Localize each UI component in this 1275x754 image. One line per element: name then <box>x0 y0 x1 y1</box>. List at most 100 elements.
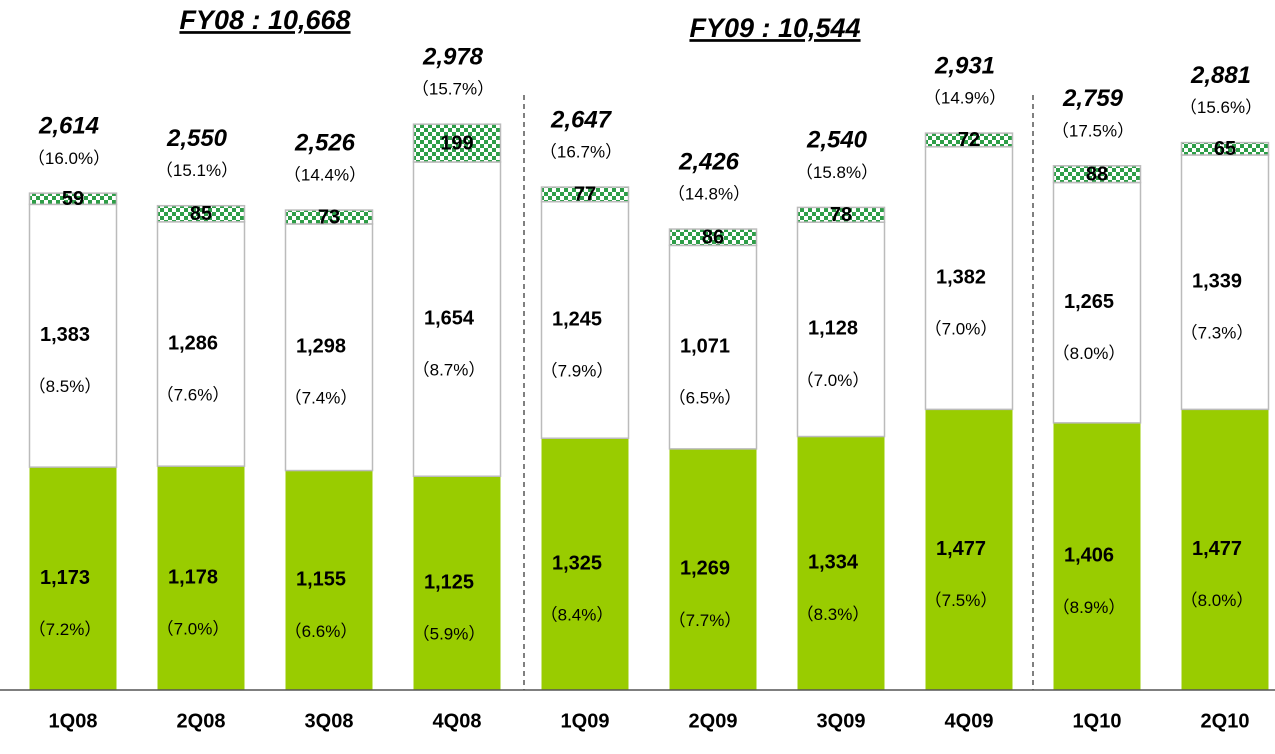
bar-segment <box>541 438 629 690</box>
value-label: 1,265 <box>1064 291 1114 313</box>
total-percent-label: （14.4%） <box>284 166 366 185</box>
bar-segment <box>1181 409 1269 690</box>
bar-segment <box>28 192 118 206</box>
value-label: 1,334 <box>808 552 859 574</box>
percent-label: （7.9%） <box>541 361 614 380</box>
annotation: FY09 : 10,544 <box>689 13 860 43</box>
total-label: 2,550 <box>166 125 228 152</box>
value-label: 1,339 <box>1192 270 1242 292</box>
total-percent-label: （15.1%） <box>156 161 238 180</box>
value-label: 1,128 <box>808 318 858 340</box>
bar-segment <box>797 436 885 690</box>
value-label: 85 <box>190 203 212 225</box>
bar-segment <box>413 476 501 690</box>
bar-segment <box>540 200 630 439</box>
value-label: 73 <box>318 206 340 228</box>
bar-segment <box>156 204 246 223</box>
total-label: 2,540 <box>806 127 868 154</box>
bar-segment <box>924 132 1014 148</box>
total-label: 2,931 <box>934 52 995 79</box>
value-label: 1,178 <box>168 566 218 588</box>
x-tick-label: 2Q10 <box>1201 710 1250 732</box>
bar-segment <box>412 161 502 478</box>
percent-label: （7.3%） <box>1181 324 1254 343</box>
bar-segment <box>1180 141 1270 156</box>
percent-label: （8.5%） <box>29 377 102 396</box>
percent-label: （8.7%） <box>413 361 486 380</box>
total-label: 2,426 <box>678 148 740 175</box>
value-label: 1,173 <box>40 567 90 589</box>
bar-segment <box>1052 165 1142 184</box>
annotation: FY08 : 10,668 <box>179 5 350 35</box>
total-percent-label: （15.8%） <box>796 163 878 182</box>
bar-segment <box>668 228 758 247</box>
percent-label: （8.0%） <box>1181 591 1254 610</box>
percent-label: （7.4%） <box>285 389 358 408</box>
total-percent-label: （15.7%） <box>412 80 494 99</box>
value-label: 1,477 <box>936 538 986 560</box>
bar-segment <box>28 203 118 468</box>
x-tick-label: 4Q08 <box>433 710 482 732</box>
bar-segment <box>796 206 886 223</box>
percent-label: （7.0%） <box>797 371 870 390</box>
value-label: 1,125 <box>424 571 474 593</box>
bar-segment <box>1180 154 1270 411</box>
bar-segment <box>1052 181 1142 424</box>
value-label: 1,654 <box>424 307 475 329</box>
total-percent-label: （14.8%） <box>668 185 750 204</box>
bar-segment <box>412 123 502 163</box>
x-tick-label: 1Q09 <box>561 710 610 732</box>
value-label: 86 <box>702 227 724 249</box>
bar-segment <box>796 221 886 438</box>
value-label: 1,477 <box>1192 538 1242 560</box>
x-tick-label: 3Q09 <box>817 710 866 732</box>
percent-label: （8.4%） <box>541 606 614 625</box>
bar-segment <box>1053 422 1141 690</box>
total-label: 2,978 <box>422 44 484 71</box>
x-tick-label: 1Q10 <box>1073 710 1122 732</box>
value-label: 1,071 <box>680 335 730 357</box>
value-label: 1,383 <box>40 324 90 346</box>
value-label: 1,245 <box>552 308 602 330</box>
total-label: 2,526 <box>294 129 356 156</box>
total-percent-label: （16.0%） <box>28 149 110 168</box>
bar-segment <box>284 223 374 472</box>
value-label: 77 <box>574 184 596 206</box>
bar-segment <box>668 244 758 450</box>
x-tick-label: 3Q08 <box>305 710 354 732</box>
value-label: 88 <box>1086 163 1108 185</box>
bar-segment <box>157 466 245 690</box>
value-label: 1,298 <box>296 336 346 358</box>
total-label: 2,881 <box>1190 62 1251 89</box>
value-label: 1,382 <box>936 266 986 288</box>
total-label: 2,759 <box>1062 85 1124 112</box>
value-label: 59 <box>62 188 84 210</box>
percent-label: （8.0%） <box>1053 344 1126 363</box>
total-label: 2,647 <box>550 106 613 133</box>
value-label: 1,269 <box>680 558 730 580</box>
bar-segment <box>669 448 757 690</box>
total-percent-label: （16.7%） <box>540 143 622 162</box>
bar-segment <box>29 467 117 690</box>
value-label: 1,406 <box>1064 545 1114 567</box>
x-tick-label: 2Q09 <box>689 710 738 732</box>
value-label: 72 <box>958 129 980 151</box>
value-label: 78 <box>830 204 852 226</box>
percent-label: （7.6%） <box>157 385 230 404</box>
bar-segment <box>285 470 373 690</box>
value-label: 1,286 <box>168 332 218 354</box>
percent-label: （7.7%） <box>669 611 742 630</box>
percent-label: （7.0%） <box>925 320 998 339</box>
x-tick-label: 1Q08 <box>49 710 98 732</box>
bar-segment <box>540 186 630 203</box>
percent-label: （7.2%） <box>29 620 102 639</box>
percent-label: （7.5%） <box>925 591 998 610</box>
bar-segment <box>156 221 246 467</box>
total-percent-label: （15.6%） <box>1180 98 1262 117</box>
bar-segment <box>284 209 374 225</box>
bar-segment <box>924 146 1014 411</box>
percent-label: （8.3%） <box>797 605 870 624</box>
value-label: 1,155 <box>296 569 346 591</box>
percent-label: （8.9%） <box>1053 598 1126 617</box>
